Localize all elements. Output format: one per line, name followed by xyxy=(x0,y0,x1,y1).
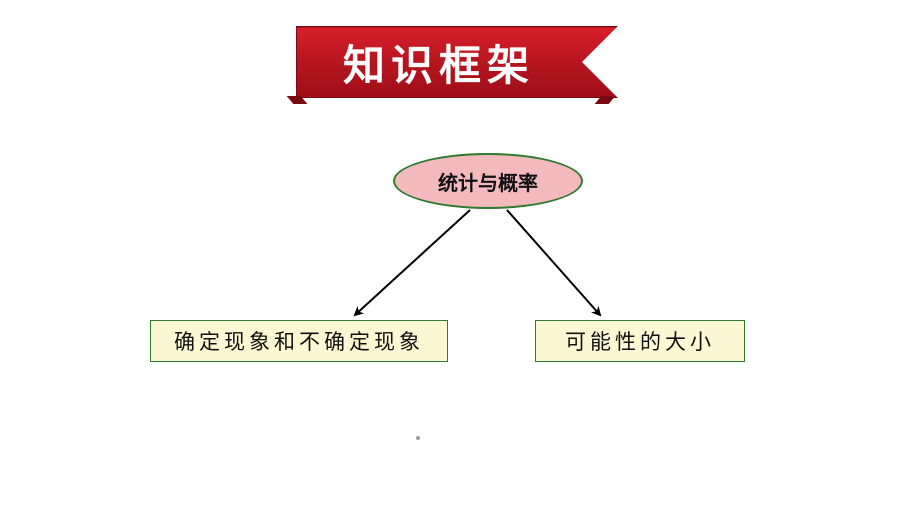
footer-dot xyxy=(416,436,420,440)
title-banner: 知识框架 xyxy=(296,26,618,98)
right-box: 可能性的大小 xyxy=(535,320,745,362)
root-node: 统计与概率 xyxy=(393,153,583,209)
left-box-label: 确定现象和不确定现象 xyxy=(174,326,424,356)
title-banner-text: 知识框架 xyxy=(343,32,535,93)
left-box: 确定现象和不确定现象 xyxy=(150,320,448,362)
banner-notch-icon xyxy=(582,26,618,98)
arrow-right xyxy=(507,210,600,315)
root-node-label: 统计与概率 xyxy=(438,167,538,196)
arrow-left xyxy=(355,210,470,315)
right-box-label: 可能性的大小 xyxy=(565,326,715,356)
